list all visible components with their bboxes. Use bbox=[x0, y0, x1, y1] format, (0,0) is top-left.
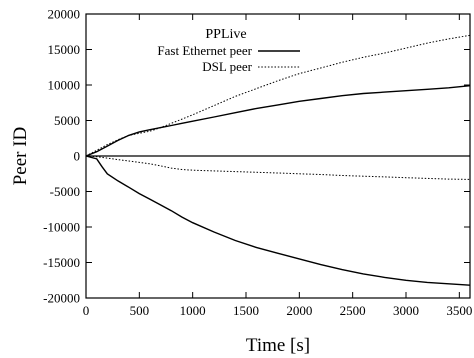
y-tick-label: 0 bbox=[74, 149, 81, 164]
y-tick-label: 15000 bbox=[48, 42, 81, 57]
x-tick-label: 1000 bbox=[180, 303, 206, 318]
y-tick-label: -15000 bbox=[43, 255, 80, 270]
legend-title: PPLive bbox=[205, 27, 246, 42]
x-axis-label: Time [s] bbox=[246, 335, 310, 356]
series-line-fast-ethernet-peer-2 bbox=[85, 155, 471, 286]
y-tick-label: -10000 bbox=[43, 220, 80, 235]
y-tick-label: 10000 bbox=[48, 78, 81, 93]
y-tick-label: 20000 bbox=[48, 7, 81, 22]
x-tick-label: 0 bbox=[83, 303, 90, 318]
x-tick-label: 500 bbox=[130, 303, 150, 318]
y-axis-label: Peer ID bbox=[10, 127, 31, 186]
legend: PPLive Fast Ethernet peer DSL peer bbox=[157, 27, 300, 74]
x-tick-label: 1500 bbox=[233, 303, 259, 318]
x-tick-label: 3500 bbox=[446, 303, 472, 318]
series-line-dsl-peer-1 bbox=[85, 34, 471, 157]
y-tick-label: 5000 bbox=[54, 113, 80, 128]
x-tick-label: 3000 bbox=[393, 303, 419, 318]
legend-label-dsl: DSL peer bbox=[202, 59, 252, 74]
y-tick-label: -20000 bbox=[43, 291, 80, 306]
legend-label-fast-ethernet: Fast Ethernet peer bbox=[157, 43, 252, 58]
y-tick-label: -5000 bbox=[50, 184, 80, 199]
x-tick-label: 2500 bbox=[340, 303, 366, 318]
plot-lines bbox=[85, 34, 471, 286]
x-tick-label: 2000 bbox=[286, 303, 312, 318]
ticks: 0 500 1000 1500 2000 2500 3000 3500 -20000 -15000… bbox=[43, 7, 472, 319]
series-line-dsl-peer-3 bbox=[85, 155, 471, 180]
series-line-fast-ethernet-peer-0 bbox=[85, 85, 471, 157]
